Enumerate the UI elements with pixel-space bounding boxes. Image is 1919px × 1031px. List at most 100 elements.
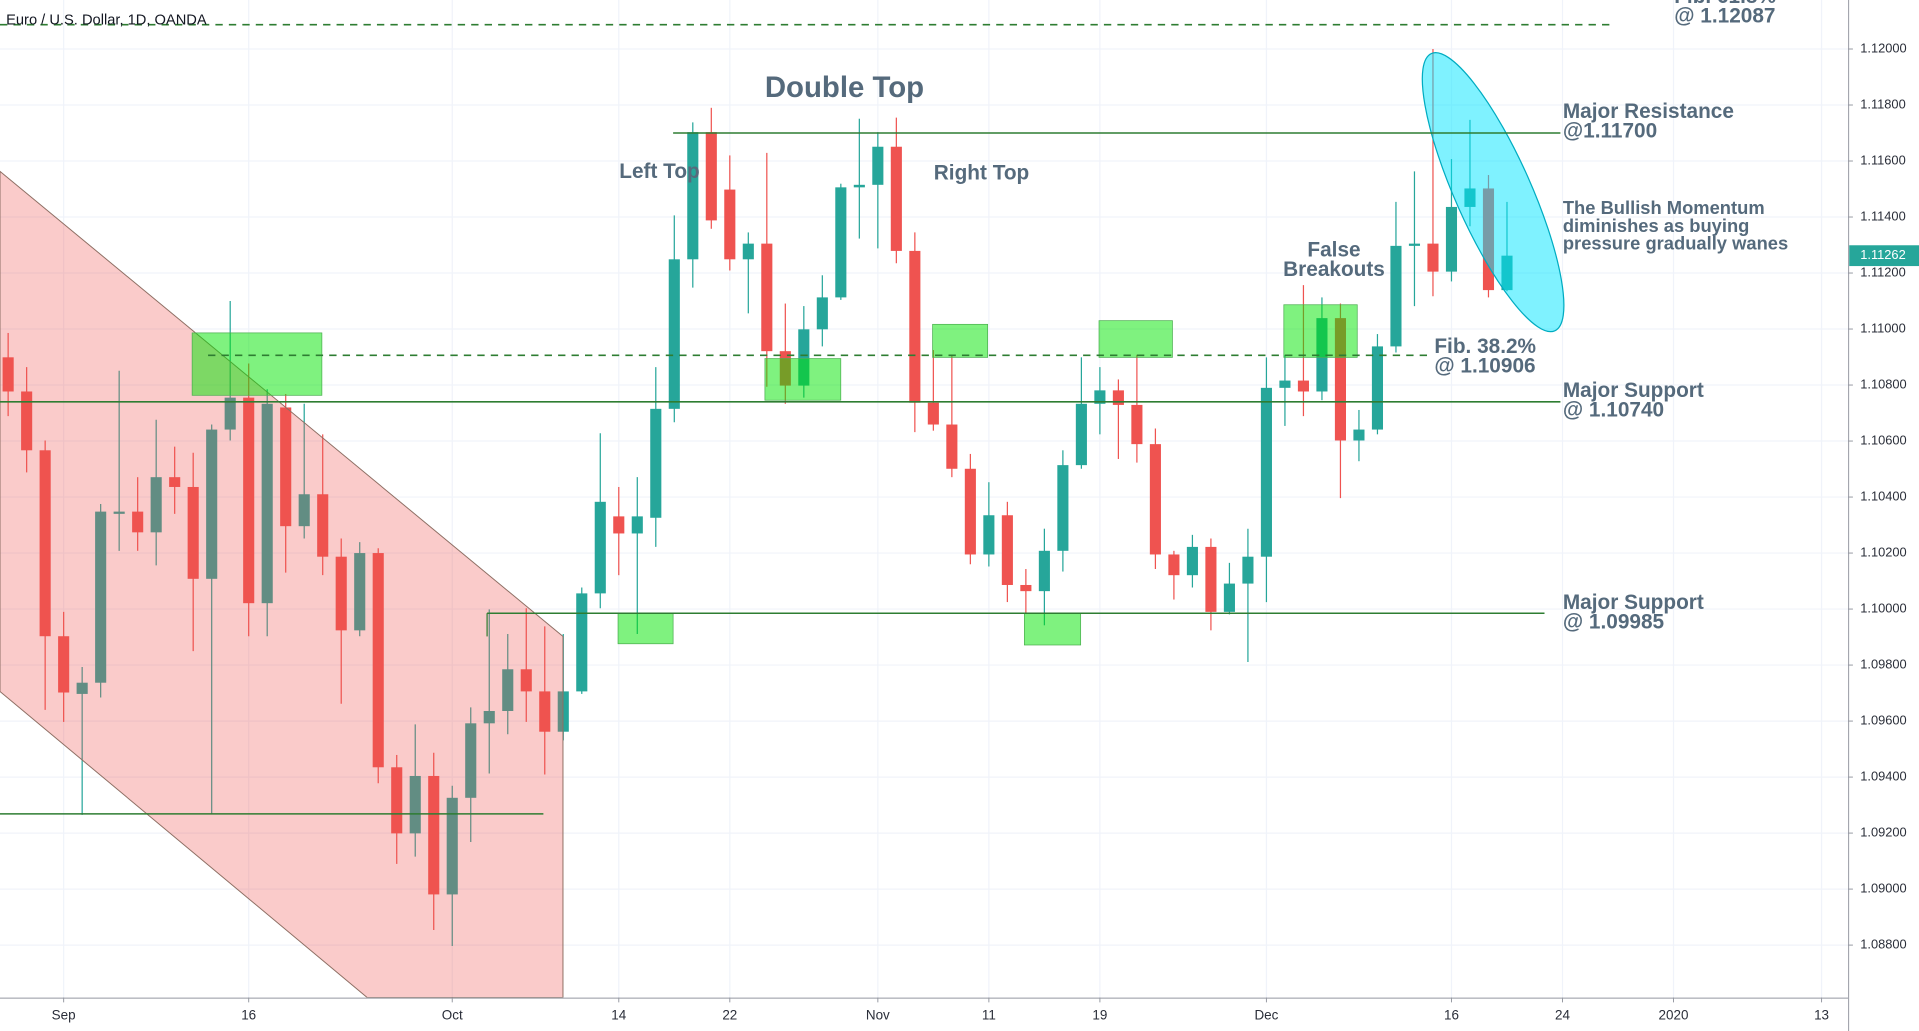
y-tick-label: 1.09000 <box>1860 880 1906 895</box>
candle-body <box>1334 318 1346 441</box>
y-tick-label: 1.11200 <box>1860 264 1905 279</box>
candle-body <box>835 187 847 298</box>
level-sublabel: @ 1.09985 <box>1563 610 1664 633</box>
candle-body <box>76 682 88 694</box>
x-tick-label: Dec <box>1254 1007 1278 1022</box>
zone <box>1283 304 1358 358</box>
y-tick-label: 1.10800 <box>1860 376 1906 391</box>
price-axis-bg <box>1848 0 1919 1031</box>
zone <box>617 612 674 645</box>
x-tick-label: 22 <box>722 1007 737 1022</box>
candle-body <box>1020 584 1032 592</box>
x-tick-label: 16 <box>1444 1007 1459 1022</box>
annotation: The Bullish Momentum <box>1563 197 1765 218</box>
candle-body <box>539 691 551 732</box>
candle-body <box>890 146 902 251</box>
candle-body <box>983 515 995 555</box>
y-tick-label: 1.11800 <box>1860 96 1905 111</box>
candle-body <box>853 184 865 188</box>
candle-body <box>95 511 107 683</box>
y-tick-label: 1.10200 <box>1860 544 1906 559</box>
candle-body <box>576 593 588 692</box>
candle-body <box>1038 550 1050 592</box>
candle-body <box>613 516 625 534</box>
candle-body <box>1075 403 1087 466</box>
candle-body <box>150 477 162 533</box>
last-price-label: 1.11262 <box>1860 247 1905 262</box>
candle-body <box>520 669 532 692</box>
candle-body <box>21 391 33 451</box>
zone <box>191 332 323 396</box>
candle-body <box>816 297 828 330</box>
time-axis-bg <box>0 997 1849 1031</box>
x-tick-label: 16 <box>241 1007 256 1022</box>
x-tick-label: 2020 <box>1659 1007 1689 1022</box>
x-tick-label: 14 <box>611 1007 626 1022</box>
y-tick-label: 1.12000 <box>1860 40 1906 55</box>
candle-body <box>1445 206 1458 272</box>
candle-body <box>1131 404 1143 445</box>
candle-body <box>224 397 236 430</box>
y-tick-label: 1.10600 <box>1860 432 1906 447</box>
candle-body <box>113 511 125 514</box>
zone <box>1098 320 1173 358</box>
candle-body <box>1057 465 1069 551</box>
candle-body <box>1279 380 1291 388</box>
candle-body <box>1242 556 1254 584</box>
annotation: diminishes as buying <box>1563 215 1750 236</box>
candle-body <box>798 329 810 386</box>
candle-body <box>964 468 976 555</box>
candle-body <box>1112 390 1124 405</box>
candle-body <box>483 710 495 724</box>
candle-body <box>1427 243 1439 272</box>
candle-body <box>1205 546 1217 612</box>
candle-body <box>58 636 70 693</box>
candle-body <box>2 357 14 392</box>
annotation: Right Top <box>934 161 1029 184</box>
x-tick-label: 19 <box>1092 1007 1107 1022</box>
candle-body <box>298 494 310 527</box>
x-tick-label: 24 <box>1555 1007 1570 1022</box>
x-tick-label: Sep <box>52 1007 76 1022</box>
x-tick-label: Oct <box>442 1007 463 1022</box>
y-tick-label: 1.09400 <box>1860 768 1906 783</box>
candle-body <box>1297 380 1309 392</box>
y-tick-label: 1.10000 <box>1860 600 1906 615</box>
candle-body <box>594 501 606 594</box>
annotation: Breakouts <box>1283 258 1385 281</box>
annotation: Left Top <box>619 160 699 183</box>
candle-body <box>1001 515 1013 585</box>
candle-body <box>502 669 514 711</box>
candle-body <box>909 250 921 403</box>
candle-body <box>1260 387 1272 557</box>
y-tick-label: 1.09800 <box>1860 656 1906 671</box>
candle-body <box>761 243 773 352</box>
candle-body <box>465 723 477 798</box>
zone <box>764 358 842 401</box>
y-tick-label: 1.11000 <box>1860 320 1905 335</box>
candle-body <box>187 486 199 579</box>
level-sublabel: @1.11700 <box>1563 120 1657 143</box>
candle-body <box>409 775 421 834</box>
candle-body <box>1353 429 1365 441</box>
y-tick-label: 1.11600 <box>1860 152 1905 167</box>
momentum-ellipse <box>1421 52 1565 333</box>
y-tick-label: 1.09600 <box>1860 712 1906 727</box>
zone <box>1023 612 1082 646</box>
levels: Fib. 61.8%@ 1.12087 Major Resistance@1.11… <box>0 0 1776 633</box>
candle-body <box>372 553 384 768</box>
candle-body <box>724 189 736 260</box>
annotation: False <box>1307 238 1360 261</box>
candle-body <box>872 146 884 185</box>
annotation: Double Top <box>765 71 924 104</box>
candle-body <box>687 132 699 260</box>
level-sublabel: @ 1.10906 <box>1434 355 1535 378</box>
candle-body <box>446 797 458 895</box>
labels: Euro / U.S. Dollar, 1D, OANDA 1.08800 1.0… <box>6 13 1919 1022</box>
candle-body <box>705 132 717 221</box>
candle-body <box>946 424 958 469</box>
level-label: Major Resistance <box>1563 100 1734 123</box>
candle-body <box>317 494 329 557</box>
level-label: Major Support <box>1563 379 1704 402</box>
candle-body <box>1094 390 1106 404</box>
